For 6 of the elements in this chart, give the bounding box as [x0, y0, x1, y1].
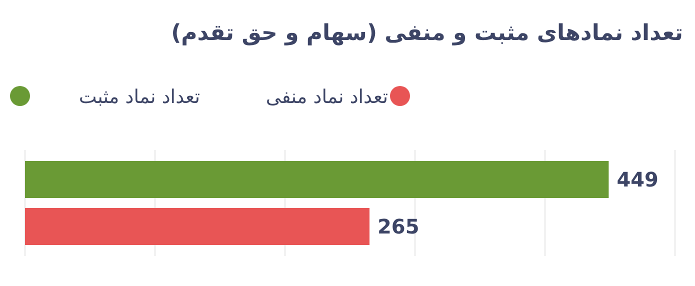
chart-title: تعداد نمادهای مثبت و منفی (سهام و حق تقدم) [171, 21, 683, 46]
legend-label: تعداد نماد منفی [266, 86, 388, 108]
legend-item: تعداد نماد منفی [266, 86, 410, 108]
data-label: 265 [378, 214, 420, 238]
data-label: 449 [616, 168, 658, 192]
legend-item: تعداد نماد مثبت [10, 86, 200, 108]
